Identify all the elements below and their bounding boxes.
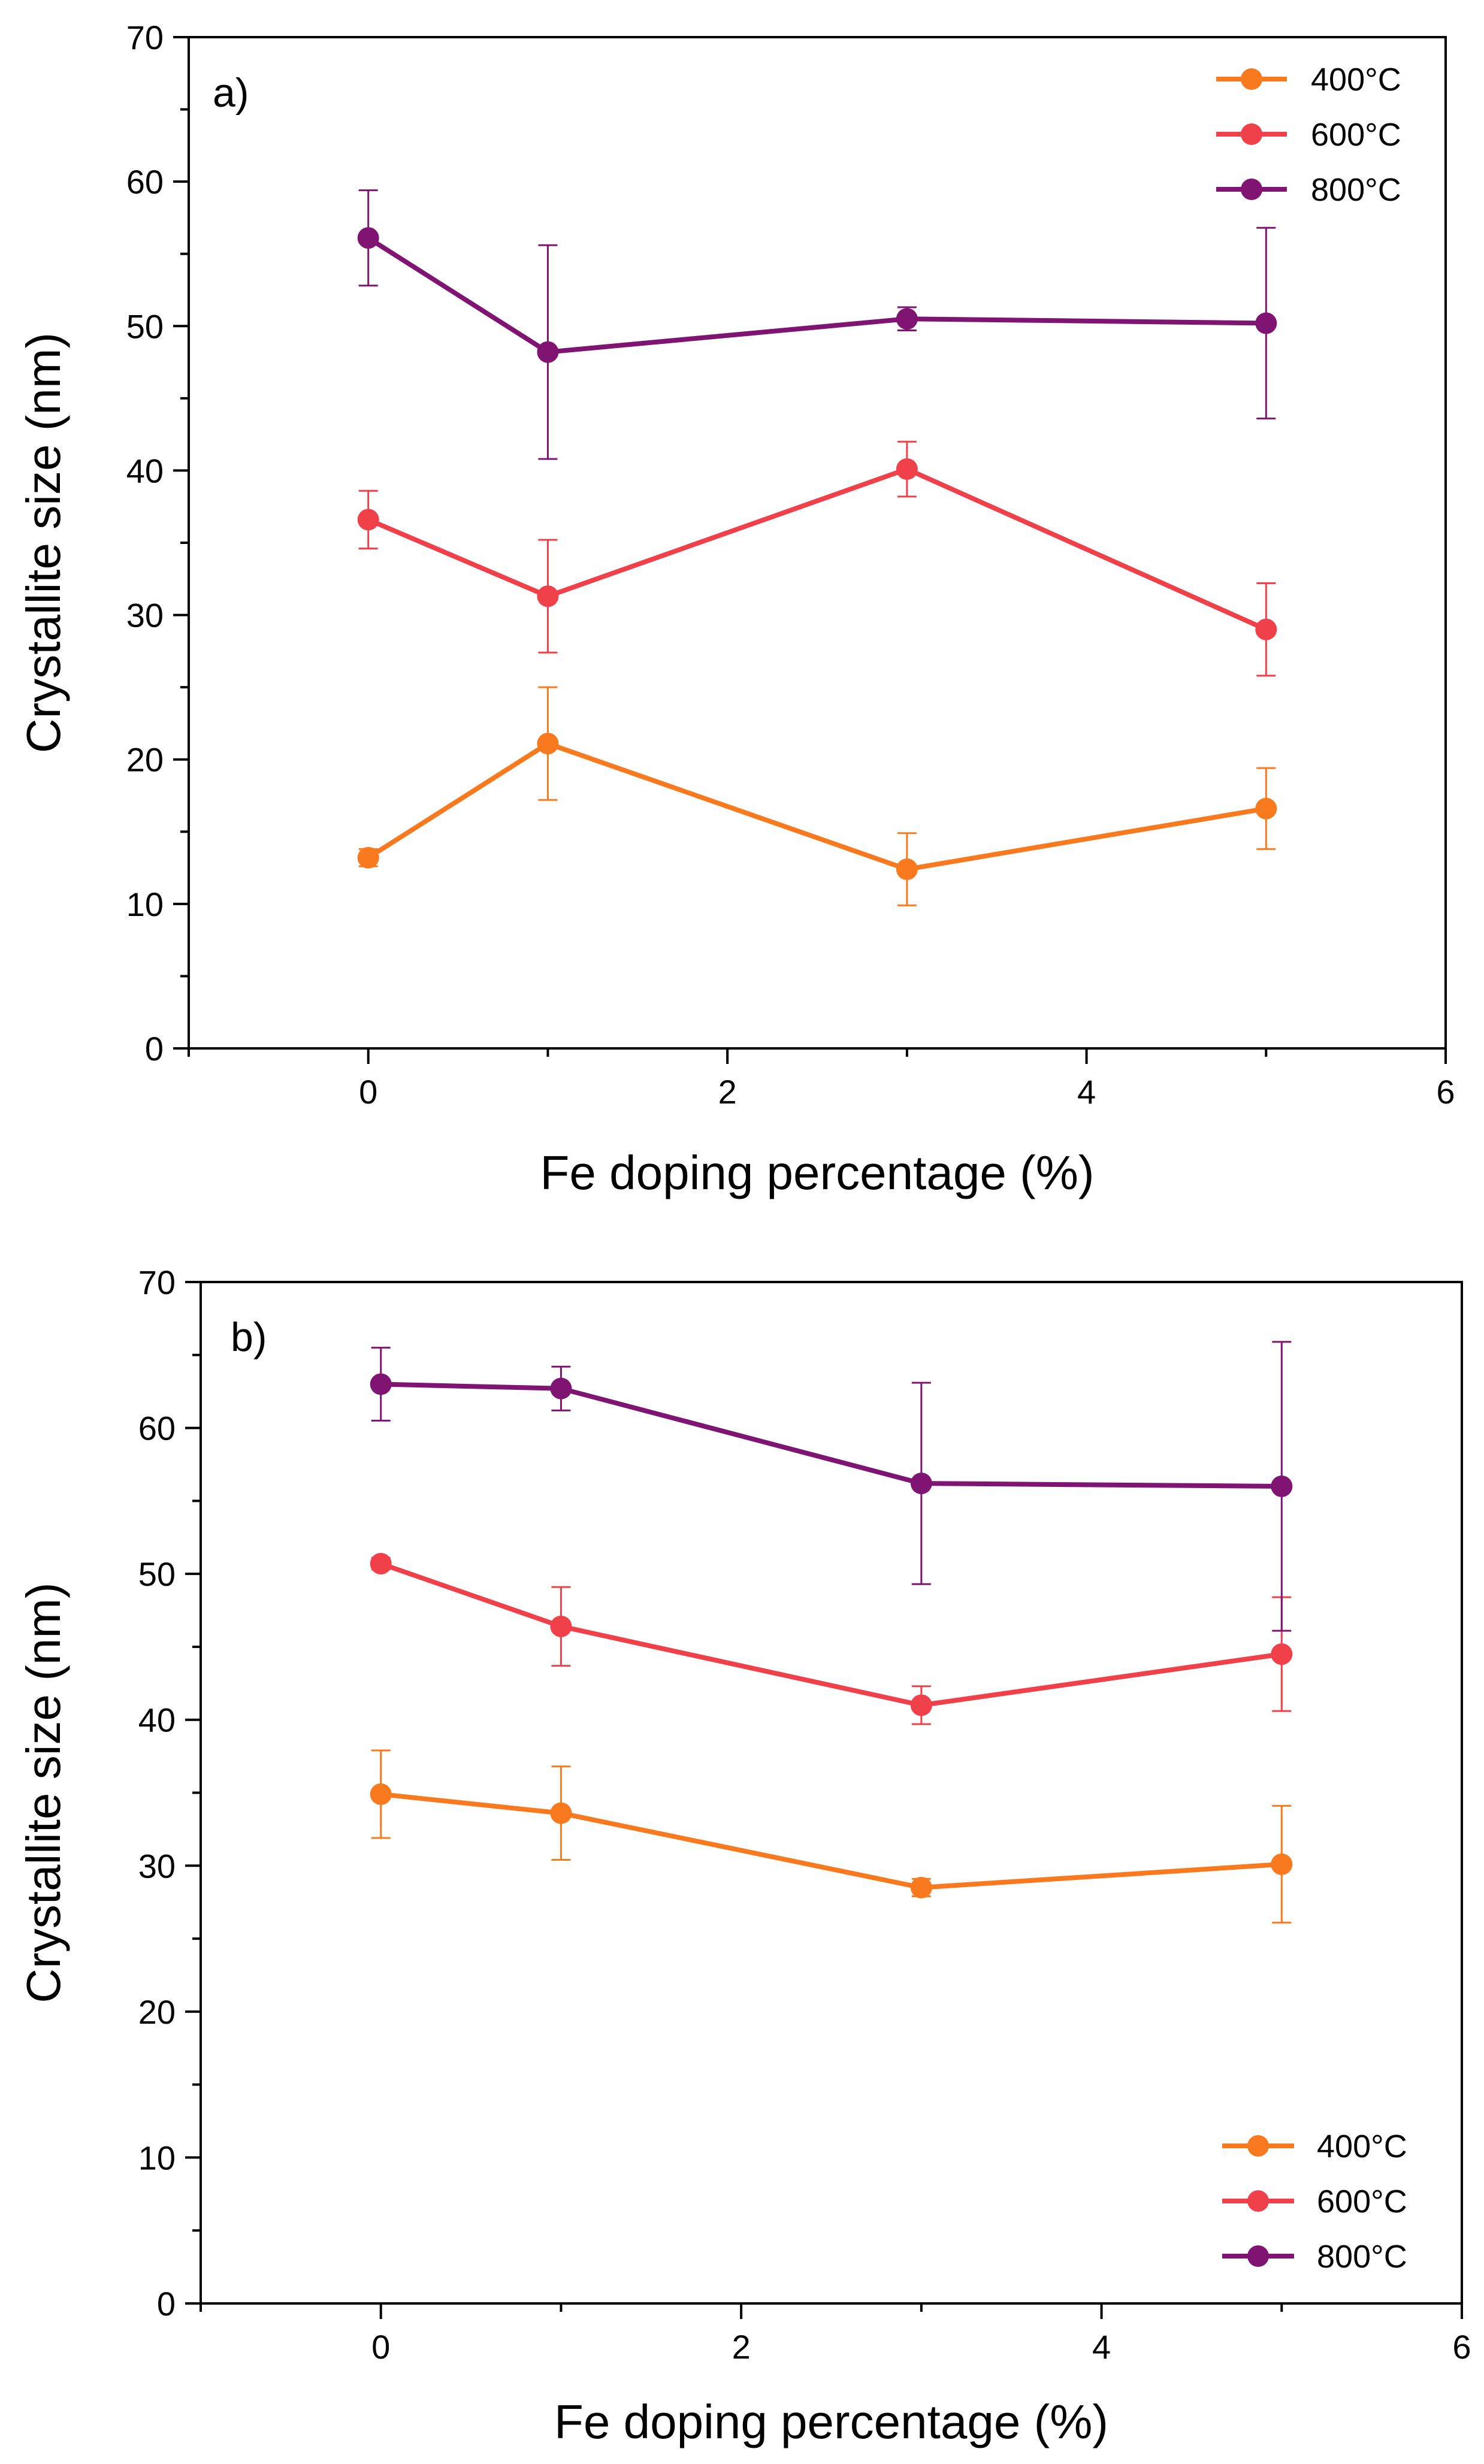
data-point — [910, 1473, 932, 1495]
y-tick-label: 60 — [126, 163, 164, 201]
x-axis-title: Fe doping percentage (%) — [540, 1146, 1095, 1199]
y-tick-label: 30 — [138, 1847, 176, 1885]
data-point — [1271, 1853, 1293, 1875]
y-tick-label: 0 — [157, 2285, 176, 2323]
data-point — [1255, 618, 1277, 640]
data-point — [550, 1802, 572, 1824]
legend-label: 800°C — [1317, 2239, 1407, 2275]
data-point — [1255, 797, 1277, 820]
x-tick-label: 0 — [359, 1073, 377, 1111]
data-point — [370, 1373, 392, 1395]
y-tick-label: 30 — [126, 597, 164, 634]
y-tick-label: 40 — [126, 452, 164, 489]
legend-marker — [1247, 2135, 1269, 2157]
legend-entry: 400°C — [1222, 2129, 1407, 2164]
series-600CC — [357, 440, 1277, 677]
legend-marker — [1247, 2190, 1269, 2212]
data-point — [537, 341, 559, 363]
legend-marker — [1241, 179, 1262, 200]
x-tick-label: 4 — [1077, 1073, 1096, 1111]
panel-label: b) — [231, 1314, 267, 1360]
series-600CC — [370, 1553, 1293, 1725]
legend-label: 400°C — [1311, 62, 1401, 98]
y-tick-label: 70 — [138, 1263, 176, 1301]
y-axis-title: Crystallite size (nm) — [17, 1582, 70, 2003]
series-line — [380, 1561, 1282, 1708]
legend-marker — [1247, 2245, 1269, 2267]
legend-marker — [1241, 68, 1262, 90]
series-line — [367, 467, 1267, 632]
data-point — [1255, 312, 1277, 334]
series-line — [380, 1791, 1282, 1890]
data-point — [910, 1694, 932, 1716]
data-point — [550, 1377, 572, 1399]
series-400CC — [357, 686, 1277, 906]
y-tick-label: 50 — [138, 1555, 176, 1593]
y-tick-label: 0 — [145, 1030, 164, 1068]
x-tick-label: 4 — [1092, 2328, 1111, 2366]
series-line — [380, 1381, 1282, 1489]
series-line — [367, 741, 1267, 872]
series-line — [367, 235, 1267, 355]
x-tick-label: 2 — [718, 1073, 737, 1111]
series-400CC — [370, 1749, 1293, 1924]
data-point — [537, 733, 559, 755]
data-point — [357, 227, 379, 249]
data-point — [896, 308, 918, 330]
y-tick-label: 50 — [126, 307, 164, 345]
data-point — [1271, 1476, 1293, 1497]
legend-entry: 600°C — [1222, 2184, 1407, 2220]
y-axis-title: Crystallite size (nm) — [17, 332, 70, 753]
x-tick-label: 6 — [1436, 1073, 1455, 1111]
legend-label: 800°C — [1311, 172, 1401, 208]
panel-label: a) — [213, 70, 249, 116]
y-tick-label: 20 — [126, 741, 164, 779]
data-point — [910, 1876, 932, 1898]
x-tick-label: 2 — [732, 2328, 751, 2366]
data-point — [896, 858, 918, 880]
data-point — [357, 509, 379, 531]
x-tick-label: 0 — [371, 2328, 390, 2366]
y-tick-label: 40 — [138, 1701, 176, 1739]
legend-label: 600°C — [1317, 2184, 1407, 2220]
legend-label: 400°C — [1317, 2129, 1407, 2164]
legend-entry: 400°C — [1216, 62, 1401, 98]
data-point — [357, 846, 379, 869]
legend-entry: 800°C — [1216, 172, 1401, 208]
legend-marker — [1241, 123, 1262, 145]
y-tick-label: 10 — [138, 2139, 176, 2176]
series-800CC — [370, 1341, 1293, 1632]
legend-entry: 800°C — [1222, 2239, 1407, 2275]
legend-label: 600°C — [1311, 117, 1401, 153]
data-point — [370, 1553, 392, 1575]
y-tick-label: 60 — [138, 1410, 176, 1447]
y-tick-label: 70 — [126, 19, 164, 56]
series-800CC — [357, 189, 1277, 460]
legend-entry: 600°C — [1216, 117, 1401, 153]
data-point — [550, 1615, 572, 1637]
data-point — [896, 458, 918, 480]
data-point — [370, 1783, 392, 1805]
x-axis-title: Fe doping percentage (%) — [554, 2395, 1108, 2448]
data-point — [537, 585, 559, 607]
data-point — [1271, 1643, 1293, 1665]
y-tick-label: 10 — [126, 885, 164, 923]
x-tick-label: 6 — [1452, 2328, 1471, 2366]
y-tick-label: 20 — [138, 1993, 176, 2031]
